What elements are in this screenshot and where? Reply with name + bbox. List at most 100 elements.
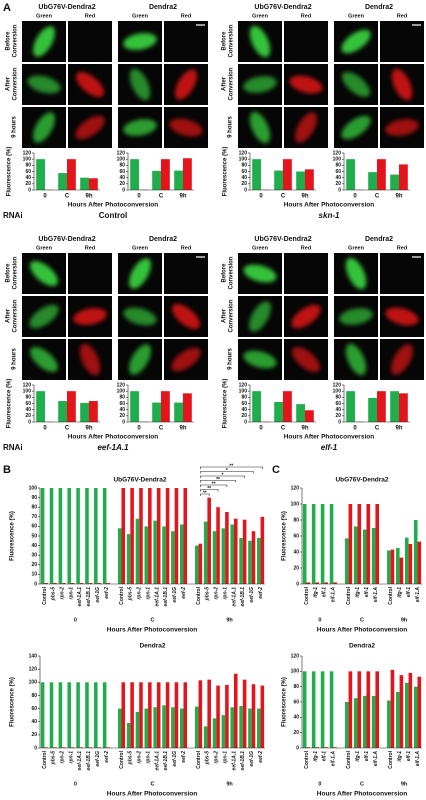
bar [40,682,45,748]
x-tick-label: pbs-5 [128,751,134,766]
y-tick-label: 140 [29,653,38,659]
y-tick-label: 60 [335,401,341,407]
channel-label: Green [252,245,269,251]
panel-label: A [3,2,11,14]
bar [53,747,57,748]
bar [165,488,170,584]
bar [311,671,316,748]
significance-bracket [200,489,219,492]
y-tick-label: 100 [117,156,126,162]
bar [94,682,98,748]
bar [399,557,404,584]
bar [126,723,131,748]
group-label: 9h [226,617,233,623]
y-tick-label: 20 [293,730,299,736]
y-tick-label: 100 [29,485,38,491]
bar [156,682,161,748]
x-tick-label: elf-1 [406,751,412,762]
worm [295,112,317,143]
bar [85,682,89,748]
bar [144,708,149,748]
y-tick-label: 60 [335,169,341,175]
bar [97,583,102,584]
x-tick-label: ifg-1 [397,587,403,598]
bar [320,504,325,584]
channel-label: Green [36,13,53,19]
x-tick-label: eef-1G [172,587,178,603]
x-tick-label: eef-1B.1 [86,587,92,607]
y-tick-label: 0 [34,581,37,587]
bar [183,393,192,422]
worm [171,303,201,330]
x-tick-label: rpn-1 [145,587,151,600]
x-tick-label: 0 [43,426,47,432]
channel-label: Red [301,245,311,251]
y-tick-label: 40 [31,719,37,725]
x-tick-label: 9h [301,194,308,200]
group-label: 0 [318,781,321,787]
construct-label: Dendra2 [149,236,177,243]
x-tick-label: 0 [259,426,263,432]
bar [179,524,184,584]
bar [139,682,143,748]
bar [195,706,199,748]
y-tick-label: 0 [244,419,247,425]
bar [368,397,377,422]
y-tick-label: 60 [25,401,31,407]
y-tick-label: 40 [293,549,299,555]
y-tick-label: 120 [333,150,342,156]
bar [396,548,400,584]
worm [33,26,55,57]
y-tick-label: 60 [31,706,37,712]
y-axis-label: Fluorescence (%) [223,147,229,197]
bar [371,528,376,584]
y-tick-label: 80 [241,395,247,401]
condition-label: Control [99,211,127,220]
x-tick-label: eef-1A.1 [154,751,160,771]
bar [49,682,54,748]
row-label: Conversion [229,24,235,57]
bar [390,669,395,748]
channel-label: Green [348,245,365,251]
significance-label: * [222,473,224,479]
y-tick-label: 100 [291,501,300,507]
y-tick-label: 80 [293,684,299,690]
x-tick-label: pbs-5 [205,751,211,766]
significance-bracket [200,484,228,487]
bar [58,488,63,584]
bar [71,583,75,584]
bar [417,541,422,584]
x-tick-label: Control [119,750,125,768]
bar [203,726,208,748]
y-tick-label: 120 [239,382,248,388]
bar [148,682,152,748]
x-tick-label: elf-1 [322,751,328,762]
bar [203,521,208,584]
bar [174,488,179,584]
x-tick-label: eif-1.A [415,751,421,767]
row-label: Before [222,31,228,51]
x-tick-label: 0 [137,426,141,432]
significance-label: ** [216,477,220,483]
x-tick-label: C [65,426,70,432]
worm [291,346,321,373]
condition-label: eef-1A.1 [97,443,129,452]
bar [375,504,380,584]
bar [283,159,292,190]
x-tick-label: rpn-1 [145,751,151,764]
y-axis-label: Fluorescence (%) [10,677,16,727]
worm [75,115,105,140]
x-tick-label: ifg-1 [355,751,361,762]
bar [413,520,418,584]
bar [348,671,353,748]
x-tick-label: Control [388,586,394,604]
x-axis-label: Hours After Photoconversion [317,627,407,634]
x-tick-label: 9h [301,426,308,432]
x-tick-label: eef-1A.1 [154,587,160,607]
bar [174,170,183,190]
y-tick-label: 20 [25,413,31,419]
bar [233,518,238,584]
x-tick-label: eif-1.A [373,751,379,767]
bar [353,698,358,748]
bar [183,158,192,190]
